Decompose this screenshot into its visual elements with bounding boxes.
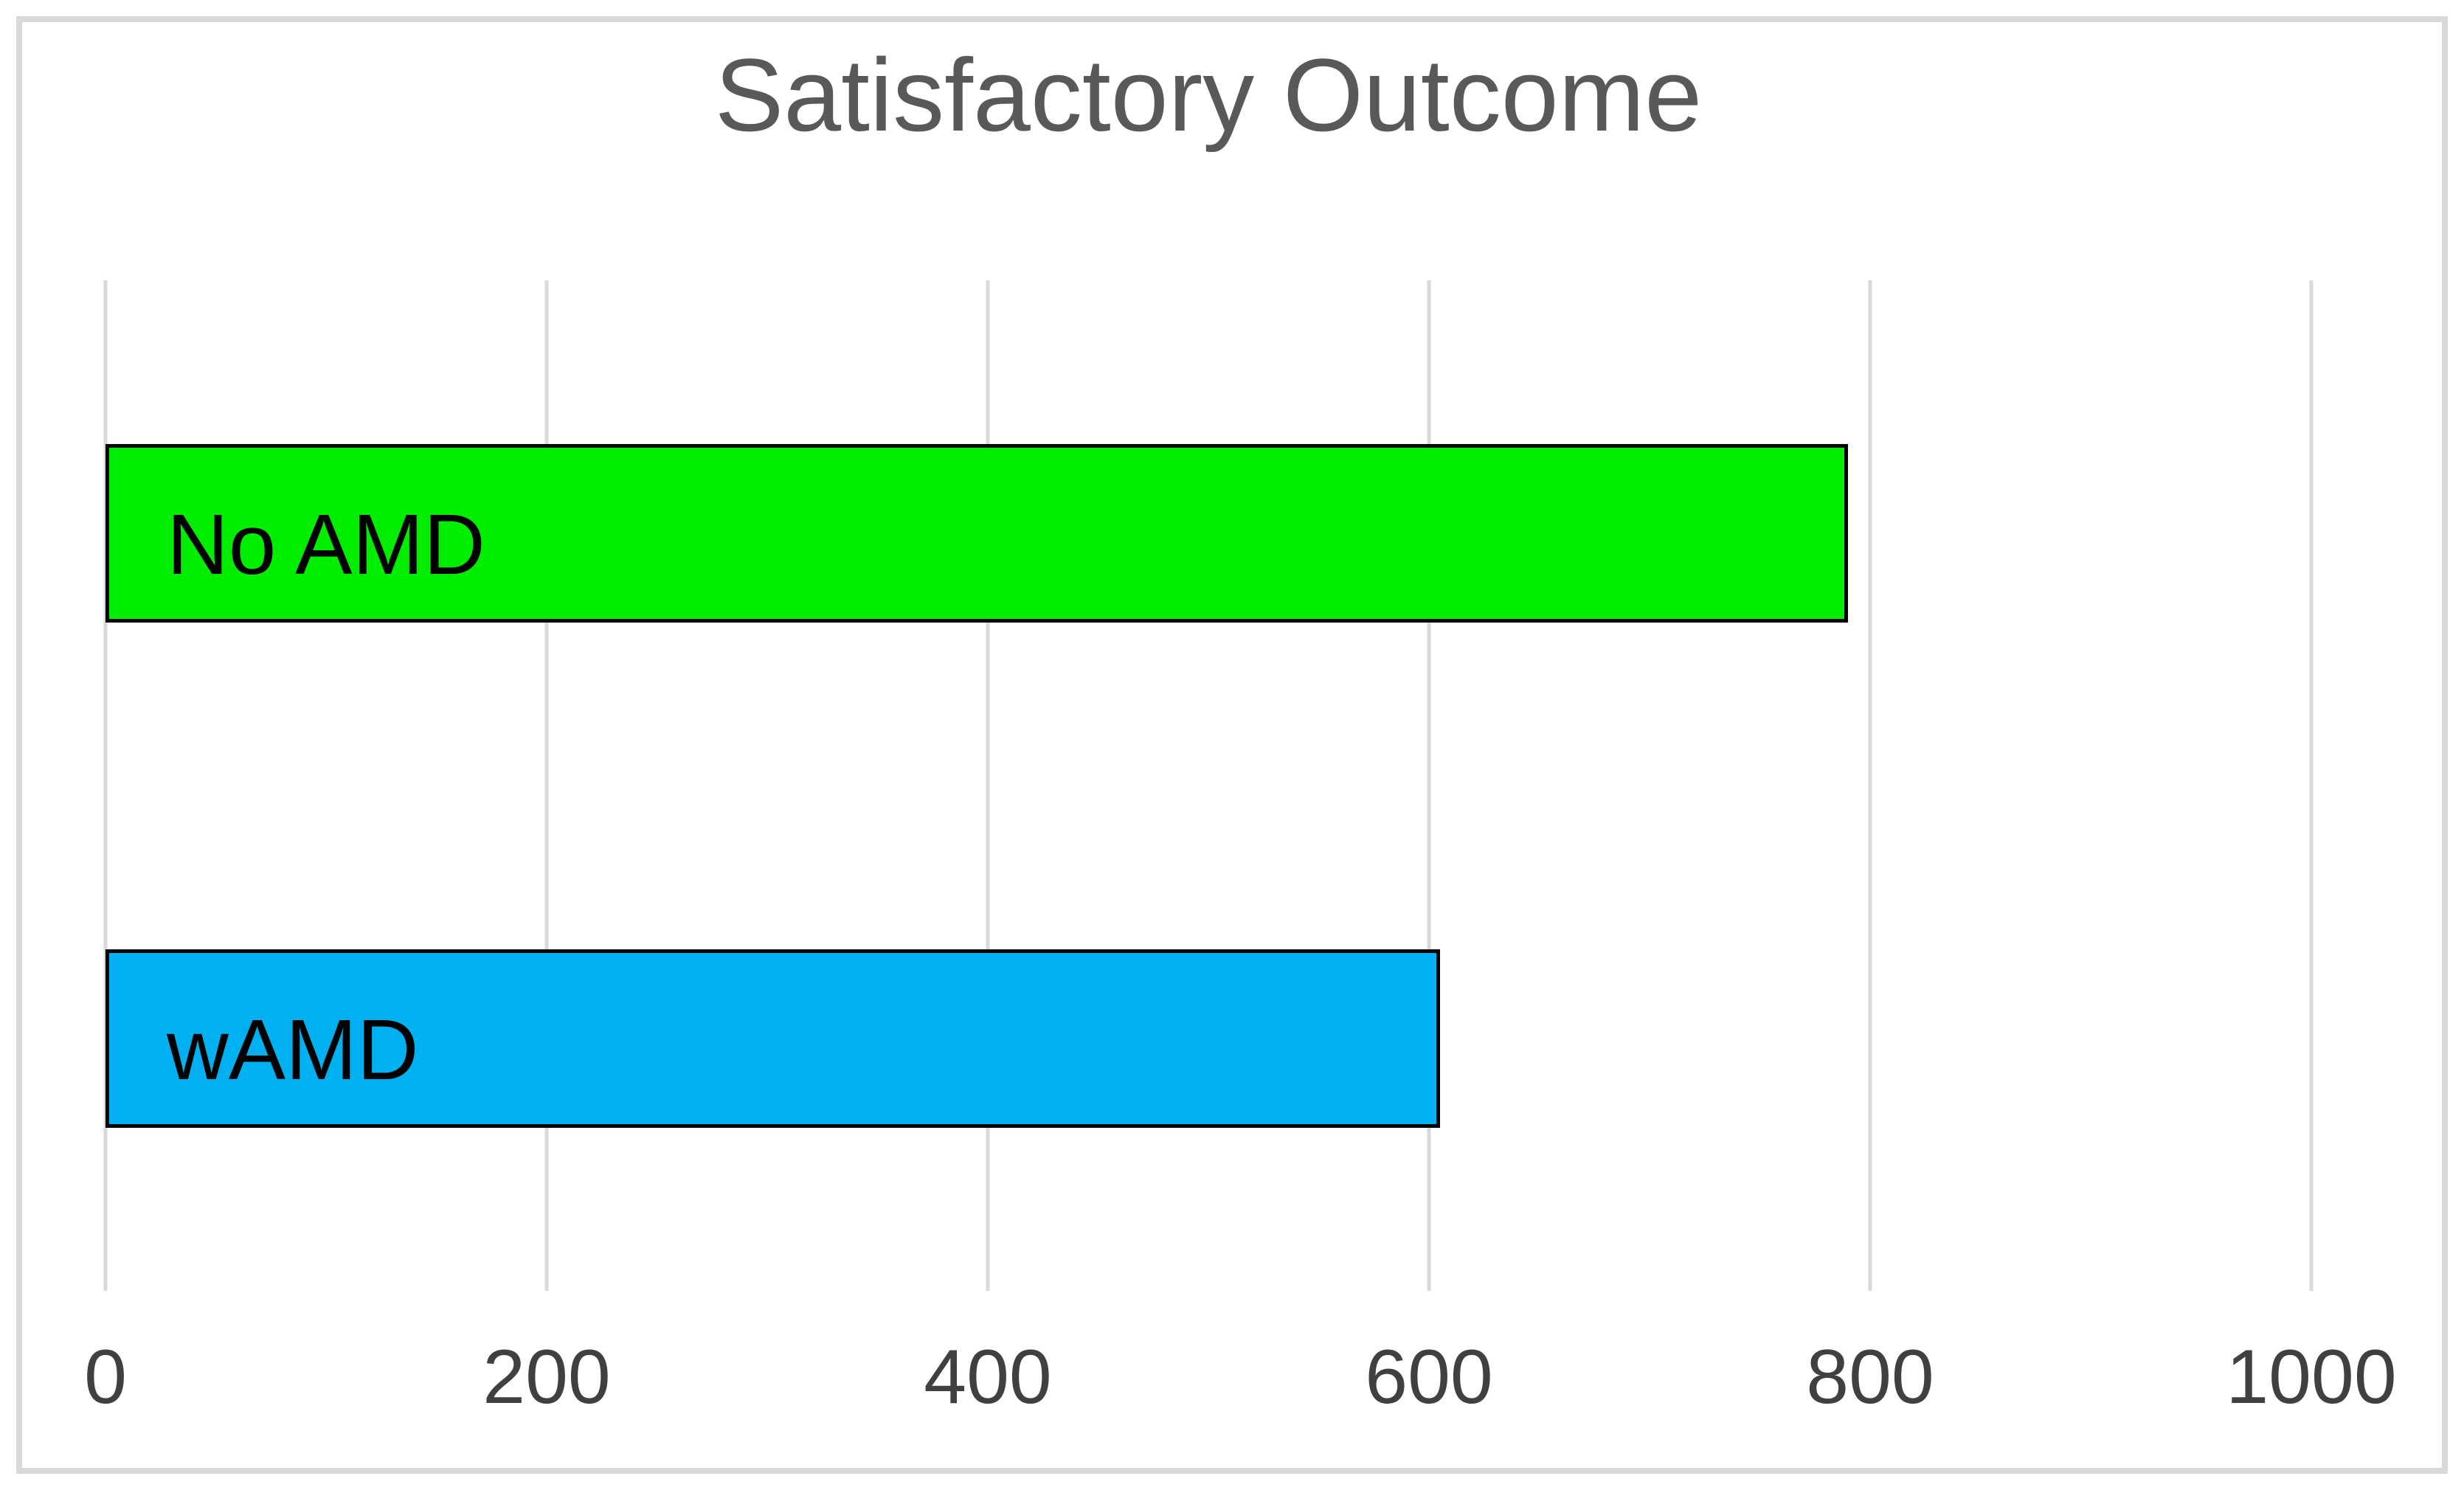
x-tick-label: 400 bbox=[924, 1334, 1052, 1420]
gridline bbox=[1427, 280, 1431, 1291]
x-tick-label: 600 bbox=[1365, 1334, 1493, 1420]
x-tick-label: 1000 bbox=[2226, 1334, 2397, 1420]
x-axis: 0 200 400 600 800 1000 bbox=[84, 1334, 2397, 1442]
plot-area: No AMD wAMD bbox=[103, 280, 2314, 1291]
bar-label: No AMD bbox=[167, 496, 485, 592]
x-tick-label: 0 bbox=[84, 1334, 127, 1420]
gridline bbox=[2309, 280, 2314, 1291]
bar-label: wAMD bbox=[167, 1001, 419, 1098]
gridline bbox=[1868, 280, 1872, 1291]
bar: wAMD bbox=[105, 949, 1440, 1128]
gridline bbox=[103, 280, 108, 1291]
gridline bbox=[544, 280, 549, 1291]
chart-title: Satisfactory Outcome bbox=[714, 37, 1703, 153]
x-tick-label: 200 bbox=[482, 1334, 611, 1420]
x-tick-label: 800 bbox=[1806, 1334, 1934, 1420]
gridline bbox=[986, 280, 990, 1291]
bar: No AMD bbox=[105, 443, 1849, 623]
